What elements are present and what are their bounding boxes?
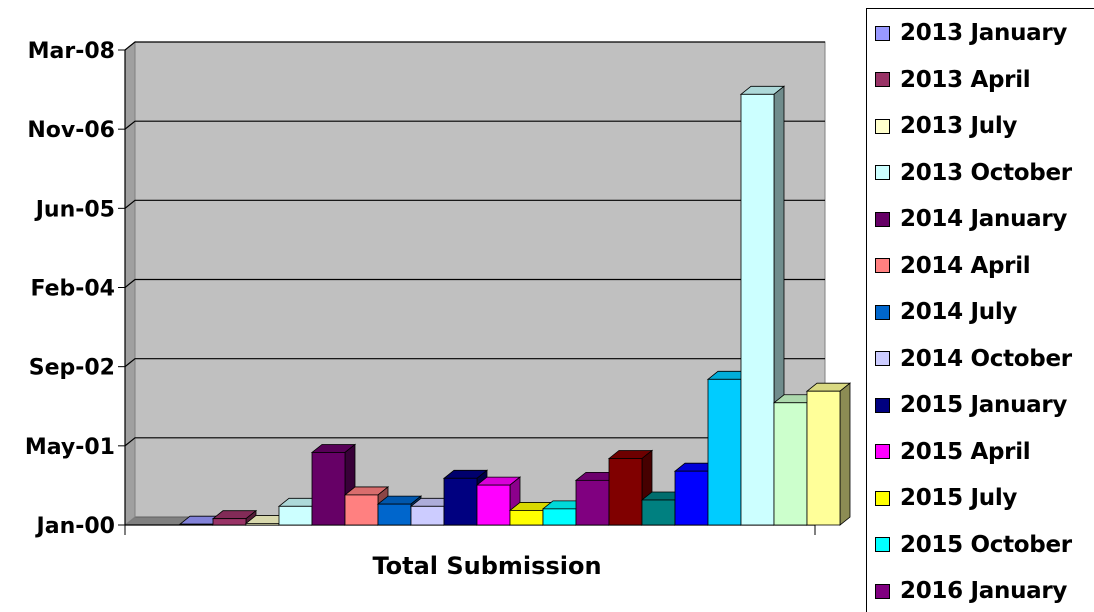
gridline (124, 278, 825, 288)
bar-front (608, 458, 643, 526)
legend-item: 2014 April (875, 252, 1031, 280)
bar-side (839, 382, 851, 526)
legend: 2013 January 2013 April 2013 July 2013 Octo… (866, 8, 1094, 612)
legend-swatch (875, 490, 890, 506)
legend-label: 2015 October (900, 531, 1072, 558)
legend-item: 2013 July (875, 112, 1017, 140)
gridline (124, 199, 825, 209)
gridline (124, 437, 825, 447)
bar (343, 486, 390, 526)
legend-label: 2015 January (900, 392, 1068, 418)
legend-swatch (875, 72, 890, 87)
y-tick-label: Nov-06 (27, 118, 115, 143)
y-tick-label: Sep-02 (29, 356, 115, 381)
legend-swatch (875, 444, 890, 459)
y-tick-label: Jan-00 (35, 514, 115, 539)
plot-area (123, 40, 827, 527)
legend-label: 2013 July (900, 113, 1018, 139)
y-tick-label: Feb-04 (30, 277, 115, 302)
bar-front (179, 523, 214, 526)
bar-front (509, 510, 544, 526)
bars (178, 85, 852, 526)
x-axis-label: Total Submission (372, 552, 601, 580)
gridline (124, 41, 825, 51)
bar-front (641, 499, 676, 526)
legend-label: 2014 October (900, 345, 1072, 372)
legend-swatch (875, 304, 890, 320)
bar-front (245, 523, 280, 526)
bar-front (377, 503, 412, 526)
legend-item: 2013 October (875, 159, 1072, 187)
legend-label: 2013 October (900, 159, 1072, 186)
legend-swatch (875, 537, 890, 552)
legend-label: 2015 April (900, 438, 1031, 465)
legend-swatch (875, 118, 890, 134)
y-tick-label: Jun-05 (34, 197, 115, 222)
legend-swatch (875, 397, 890, 413)
legend-label: 2014 April (900, 252, 1031, 279)
legend-label: 2013 April (900, 66, 1031, 93)
legend-item: 2015 July (875, 484, 1017, 512)
bar-front (212, 518, 247, 526)
bar-front (311, 452, 346, 526)
legend-swatch (875, 258, 890, 273)
bar-front (773, 402, 808, 526)
bar-front (575, 479, 610, 526)
bar (805, 382, 852, 526)
y-tick-label: Mar-08 (28, 39, 115, 64)
legend-label: 2013 January (900, 20, 1068, 46)
legend-item: 2013 April (875, 66, 1031, 94)
bar-front (707, 378, 742, 526)
legend-item: 2014 October (875, 345, 1072, 373)
bar-front (410, 505, 445, 526)
y-tick-label: May-01 (25, 435, 115, 460)
bar-front (806, 390, 841, 526)
bar-chart: Jan-00 May-01 Sep-02 Feb-04 Jun-05 Nov-06 Mar-… (25, 39, 852, 580)
bar-front (740, 93, 775, 526)
legend-swatch (875, 25, 890, 41)
legend-swatch (875, 165, 890, 180)
legend-item: 2015 January (875, 391, 1067, 419)
bar-front (344, 494, 379, 526)
legend-label: 2016 January (900, 578, 1068, 604)
legend-item: 2013 January (875, 19, 1067, 47)
bar-front (542, 508, 577, 526)
y-axis-ticks: Jan-00 May-01 Sep-02 Feb-04 Jun-05 Nov-06 Mar-… (25, 39, 816, 539)
bar (211, 509, 258, 526)
gridline (124, 120, 825, 130)
legend-swatch (875, 351, 890, 366)
legend-swatch (875, 211, 890, 227)
legend-swatch (875, 583, 890, 599)
legend-label: 2015 July (900, 485, 1018, 511)
bar-front (443, 477, 478, 526)
legend-label: 2014 January (900, 206, 1068, 232)
gridline (124, 358, 825, 368)
legend-item: 2015 October (875, 531, 1072, 559)
legend-label: 2014 July (900, 299, 1018, 325)
bar-front (476, 484, 511, 526)
legend-item: 2015 April (875, 438, 1031, 466)
legend-item: 2014 January (875, 205, 1067, 233)
legend-item: 2014 July (875, 298, 1017, 326)
bar-front (278, 505, 313, 526)
bar-front (674, 470, 709, 526)
legend-item: 2016 January (875, 577, 1067, 605)
